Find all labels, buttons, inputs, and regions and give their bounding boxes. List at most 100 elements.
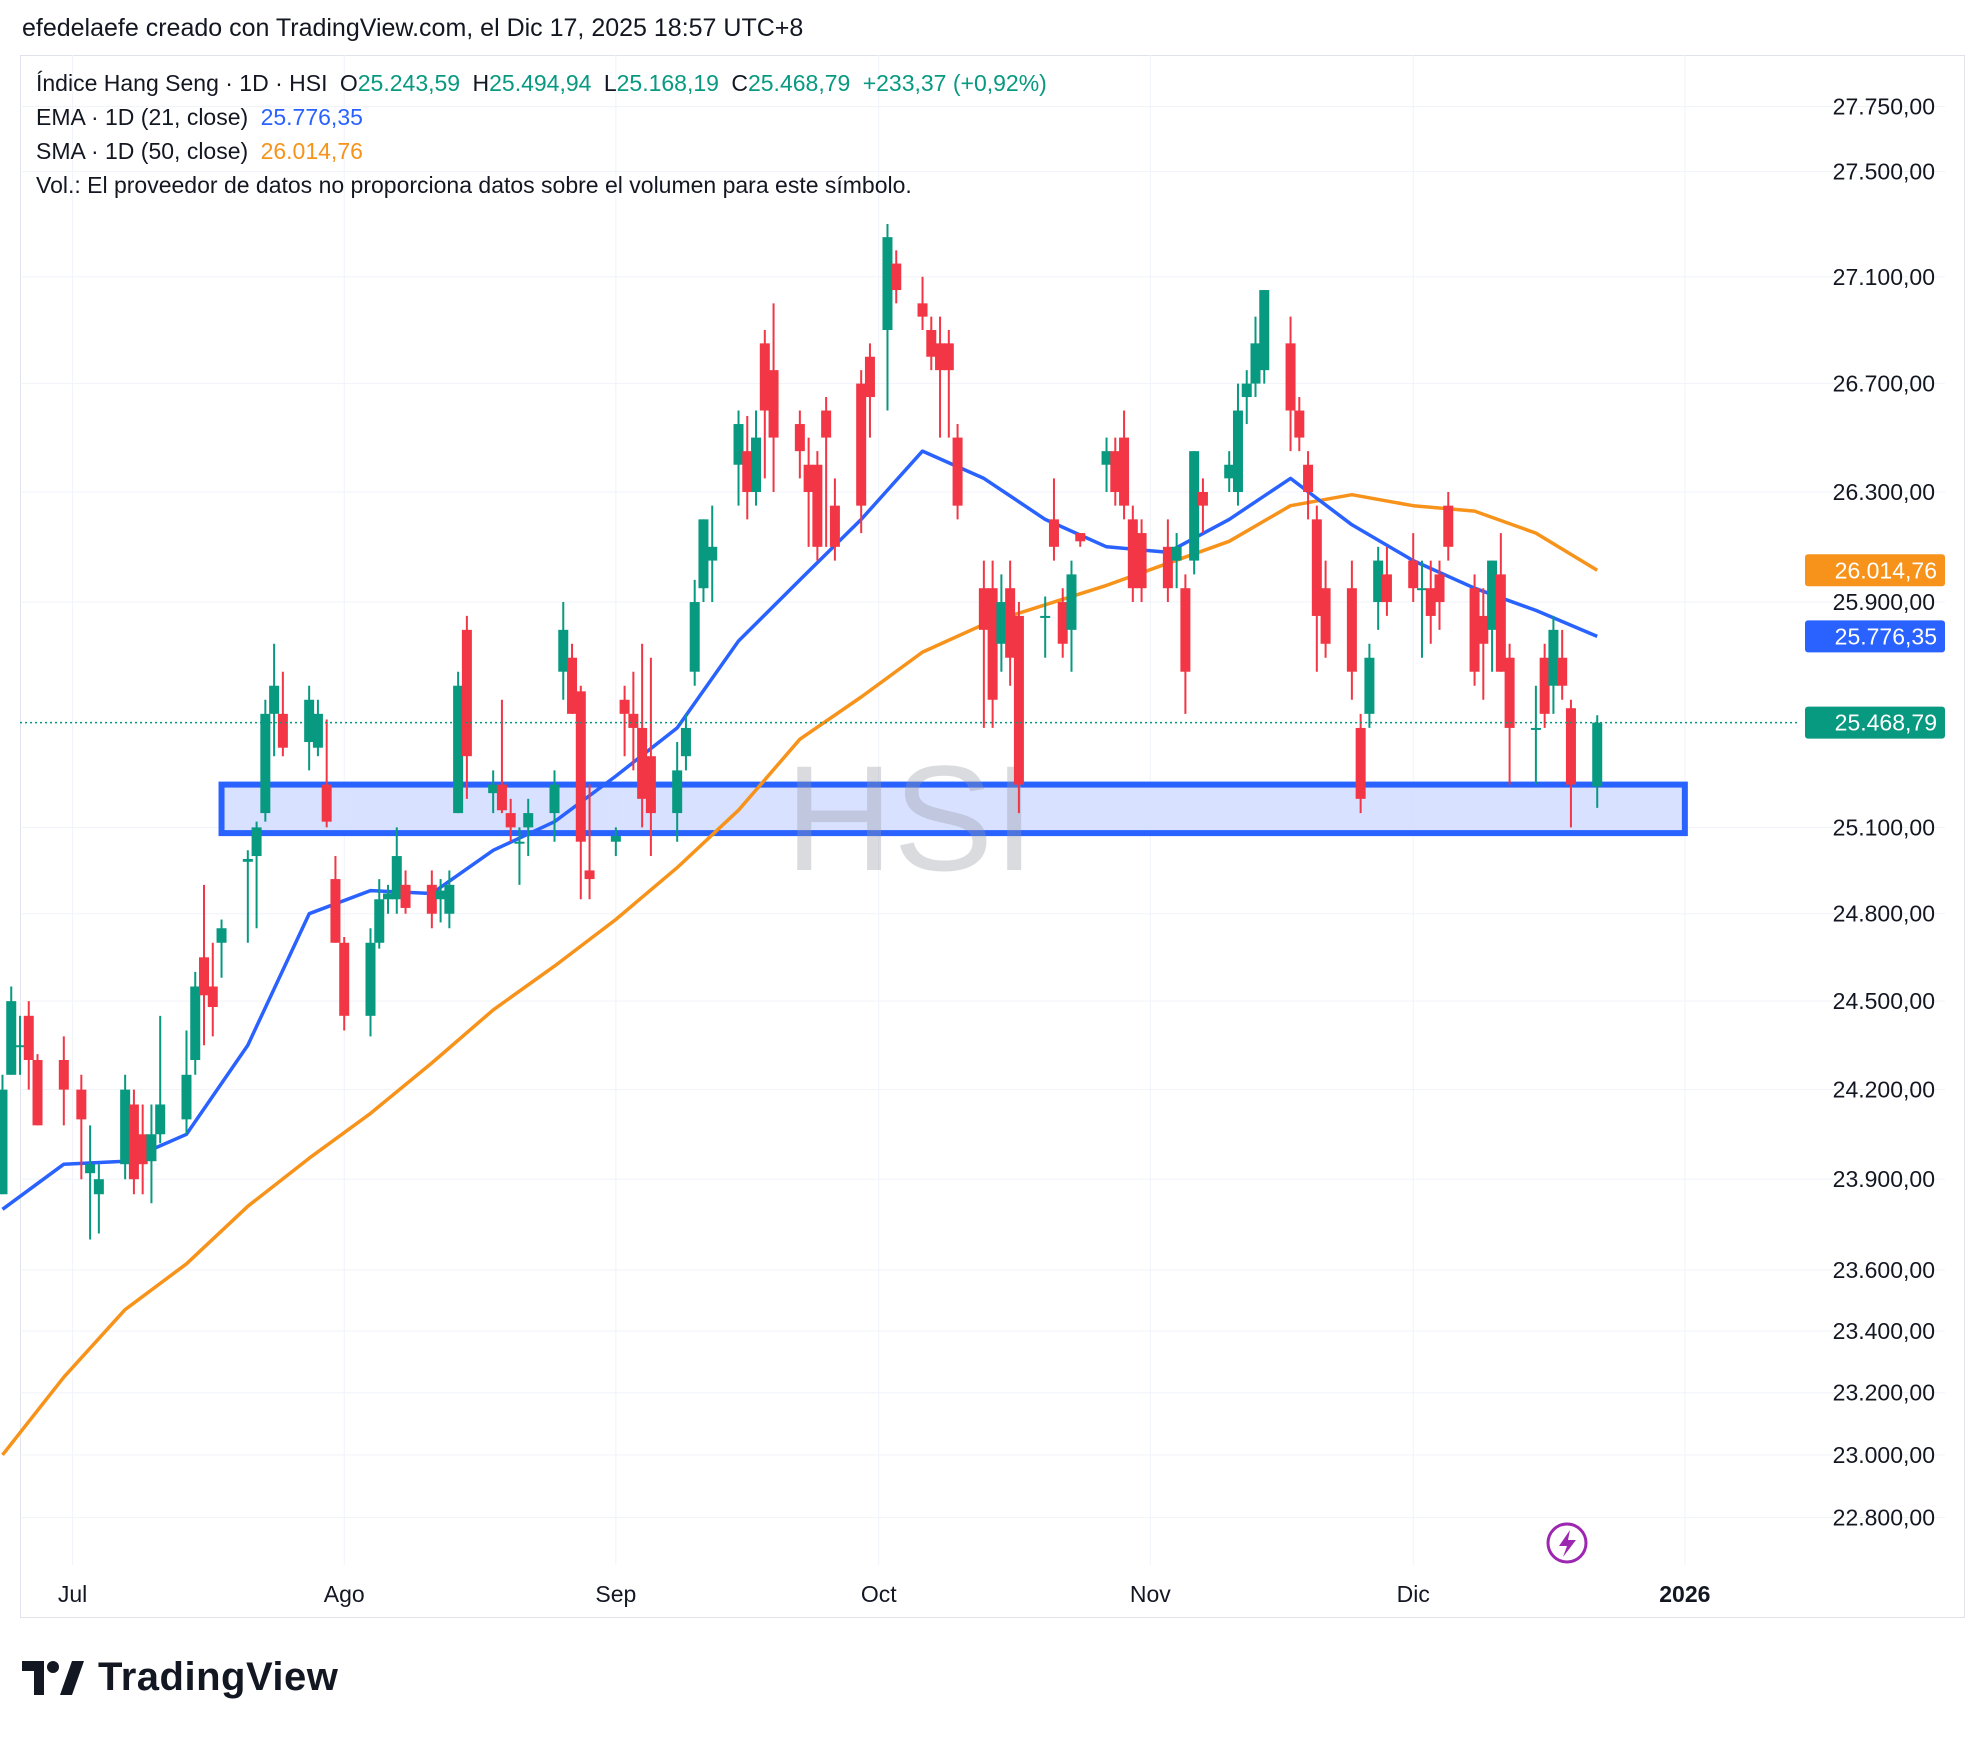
candle[interactable]	[1040, 596, 1051, 658]
candle[interactable]	[453, 671, 464, 814]
candle[interactable]	[23, 1001, 34, 1090]
candle[interactable]	[0, 1074, 8, 1195]
candle[interactable]	[1495, 533, 1506, 672]
candle[interactable]	[199, 884, 210, 1046]
candle[interactable]	[321, 719, 332, 828]
ema-21-line[interactable]	[1, 449, 1598, 1211]
candle[interactable]	[1101, 437, 1112, 492]
candle[interactable]	[330, 856, 341, 943]
candle[interactable]	[461, 615, 472, 799]
candle[interactable]	[32, 1054, 43, 1126]
candle[interactable]	[383, 884, 394, 914]
candle[interactable]	[523, 798, 534, 857]
candle[interactable]	[1180, 574, 1191, 714]
candle[interactable]	[400, 870, 411, 914]
legend-ema-row[interactable]: EMA · 1D (21, close) 25.776,35	[36, 104, 369, 131]
candle[interactable]	[1048, 478, 1059, 561]
candle[interactable]	[978, 560, 989, 728]
candle[interactable]	[584, 784, 595, 900]
candle[interactable]	[1259, 290, 1270, 384]
price-axis-label[interactable]: 25.468,79	[1805, 706, 1945, 739]
candle[interactable]	[426, 870, 437, 929]
candle[interactable]	[1197, 478, 1208, 534]
candle[interactable]	[1232, 383, 1243, 506]
candle[interactable]	[1294, 397, 1305, 452]
candle[interactable]	[514, 827, 525, 885]
candle[interactable]	[637, 643, 648, 828]
candle[interactable]	[1127, 505, 1138, 603]
candle[interactable]	[1443, 491, 1454, 561]
candle[interactable]	[1469, 574, 1480, 686]
candle[interactable]	[1136, 519, 1147, 603]
candle[interactable]	[260, 699, 271, 822]
candle[interactable]	[821, 397, 832, 547]
price-axis-label[interactable]: 26.014,76	[1805, 554, 1945, 587]
candle[interactable]	[698, 519, 709, 603]
candle[interactable]	[759, 329, 770, 479]
candle[interactable]	[1530, 685, 1541, 785]
candle[interactable]	[391, 827, 402, 914]
tradingview-brand[interactable]: TradingView	[22, 1655, 338, 1700]
candle[interactable]	[1539, 643, 1550, 728]
candle[interactable]	[339, 936, 350, 1031]
candle[interactable]	[1373, 546, 1384, 630]
candle[interactable]	[181, 1030, 192, 1135]
candle[interactable]	[864, 343, 875, 438]
candle[interactable]	[365, 928, 376, 1037]
candle[interactable]	[1557, 629, 1568, 700]
candle[interactable]	[1548, 615, 1559, 714]
candle[interactable]	[1504, 643, 1515, 785]
candle[interactable]	[85, 1125, 96, 1240]
candle[interactable]	[1162, 519, 1173, 603]
candle[interactable]	[567, 643, 578, 714]
support-zone-rectangle[interactable]	[218, 781, 1688, 837]
candle[interactable]	[1013, 602, 1024, 814]
candle[interactable]	[1119, 410, 1130, 520]
candle[interactable]	[1364, 643, 1375, 728]
candle[interactable]	[952, 424, 963, 520]
candle[interactable]	[733, 410, 744, 506]
candle[interactable]	[6, 986, 17, 1075]
candle[interactable]	[856, 370, 867, 534]
candle[interactable]	[558, 602, 569, 700]
candle[interactable]	[917, 276, 928, 330]
candle[interactable]	[610, 827, 621, 857]
candle[interactable]	[312, 699, 323, 757]
candle[interactable]	[549, 770, 560, 842]
candle[interactable]	[987, 560, 998, 728]
candle[interactable]	[1416, 560, 1427, 658]
candle[interactable]	[216, 919, 227, 978]
candle[interactable]	[1224, 451, 1235, 492]
candle[interactable]	[1075, 533, 1086, 547]
candle[interactable]	[882, 223, 893, 411]
candle[interactable]	[1355, 713, 1366, 814]
candle[interactable]	[120, 1074, 131, 1180]
candle[interactable]	[435, 879, 446, 923]
candle[interactable]	[146, 1104, 157, 1204]
candle[interactable]	[794, 410, 805, 479]
candle[interactable]	[1250, 316, 1261, 398]
candle[interactable]	[829, 478, 840, 561]
candle[interactable]	[1189, 451, 1200, 575]
candle[interactable]	[803, 437, 814, 547]
candle[interactable]	[242, 850, 253, 943]
candle[interactable]	[1005, 560, 1016, 686]
candle[interactable]	[190, 971, 201, 1075]
candle[interactable]	[707, 505, 718, 603]
candle[interactable]	[58, 1036, 69, 1126]
candle[interactable]	[996, 574, 1007, 672]
candle[interactable]	[374, 879, 385, 949]
candle[interactable]	[1478, 588, 1489, 700]
candle[interactable]	[1066, 560, 1077, 672]
candle[interactable]	[251, 821, 262, 929]
candle[interactable]	[444, 870, 455, 929]
candle[interactable]	[1303, 451, 1314, 520]
candle[interactable]	[943, 329, 954, 438]
candle[interactable]	[1110, 437, 1121, 506]
candle[interactable]	[619, 685, 630, 757]
candle[interactable]	[488, 770, 499, 814]
candle[interactable]	[304, 685, 315, 771]
candle[interactable]	[751, 410, 762, 506]
candle[interactable]	[1565, 699, 1576, 828]
